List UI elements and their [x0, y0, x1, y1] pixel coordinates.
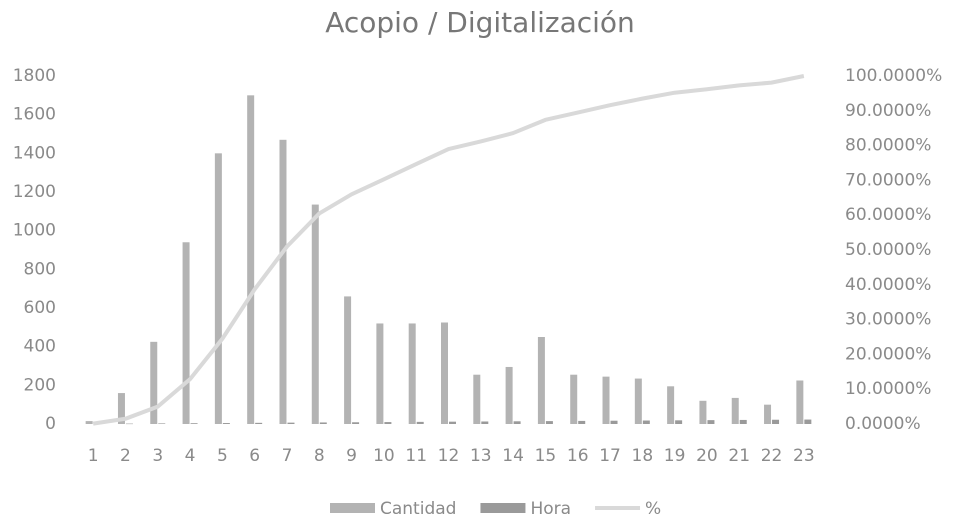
- x-tick-label: 7: [282, 446, 293, 466]
- y-tick-label: 600: [24, 298, 56, 318]
- bar: [602, 376, 610, 424]
- x-tick-label: 22: [761, 446, 783, 466]
- bar: [287, 422, 295, 424]
- x-tick-label: 16: [567, 446, 589, 466]
- x-tick-label: 10: [373, 446, 395, 466]
- y-tick-label: 0: [45, 414, 56, 434]
- bar: [537, 337, 545, 424]
- x-tick-label: 21: [728, 446, 750, 466]
- bar: [731, 397, 739, 424]
- y2-tick-label: 70.0000%: [845, 170, 931, 190]
- bar: [796, 380, 804, 424]
- bar: [505, 366, 513, 424]
- y2-tick-label: 90.0000%: [845, 101, 931, 121]
- x-tick-label: 8: [314, 446, 325, 466]
- x-tick-label: 2: [120, 446, 131, 466]
- x-tick-label: 5: [217, 446, 228, 466]
- x-tick-label: 20: [696, 446, 718, 466]
- x-tick-label: 14: [502, 446, 524, 466]
- bar: [699, 400, 707, 424]
- bar: [158, 423, 166, 424]
- x-tick-label: 19: [664, 446, 686, 466]
- bar: [772, 419, 780, 424]
- y2-tick-label: 50.0000%: [845, 240, 931, 260]
- bar: [352, 422, 360, 424]
- y2-tick-label: 60.0000%: [845, 205, 931, 225]
- bar: [764, 404, 772, 424]
- bar: [473, 374, 481, 424]
- legend-swatch: [330, 503, 375, 513]
- bar: [545, 421, 553, 424]
- y2-tick-label: 30.0000%: [845, 310, 931, 330]
- y2-tick-label: 40.0000%: [845, 275, 931, 295]
- bar: [408, 323, 416, 424]
- bar: [675, 420, 683, 424]
- x-tick-label: 11: [405, 446, 427, 466]
- bar: [247, 95, 255, 424]
- bar: [279, 139, 287, 425]
- y-tick-label: 200: [24, 375, 56, 395]
- y-tick-label: 1400: [13, 143, 56, 163]
- bar: [117, 393, 125, 424]
- bar: [85, 421, 93, 424]
- x-tick-label: 9: [346, 446, 357, 466]
- y-tick-label: 1800: [13, 66, 56, 86]
- legend-swatch: [480, 503, 526, 513]
- y2-tick-label: 80.0000%: [845, 136, 931, 156]
- bar: [214, 153, 222, 425]
- x-tick-label: 3: [152, 446, 163, 466]
- x-tick-label: 15: [535, 446, 557, 466]
- bar: [642, 420, 650, 424]
- line: [92, 74, 805, 426]
- bar: [376, 323, 384, 424]
- x-tick-label: 23: [793, 446, 815, 466]
- bar: [311, 204, 319, 424]
- bar: [441, 322, 448, 424]
- bar: [513, 421, 521, 424]
- bar: [804, 419, 812, 424]
- y2-tick-label: 10.0000%: [845, 379, 931, 399]
- y-tick-label: 1200: [13, 182, 56, 202]
- chart-title: Acopio / Digitalización: [325, 6, 635, 39]
- y-tick-label: 400: [24, 337, 56, 357]
- y-tick-label: 800: [24, 259, 56, 279]
- bar: [182, 242, 190, 424]
- bar: [570, 374, 578, 424]
- bar: [344, 296, 352, 424]
- x-tick-label: 12: [438, 446, 460, 466]
- legend-label: Cantidad: [380, 499, 456, 519]
- x-tick-label: 1: [88, 446, 99, 466]
- bar: [449, 421, 456, 424]
- legend-label: Hora: [530, 499, 571, 519]
- bar: [610, 420, 618, 424]
- bar: [634, 378, 642, 424]
- bar: [707, 420, 715, 424]
- bar: [739, 419, 747, 424]
- x-tick-label: 13: [470, 446, 492, 466]
- bar: [125, 423, 133, 425]
- y2-tick-label: 100.0000%: [845, 66, 942, 86]
- bar: [667, 386, 675, 424]
- bar: [578, 420, 586, 424]
- y-tick-label: 1600: [13, 105, 56, 125]
- legend-label: %: [645, 499, 661, 519]
- y-tick-label: 1000: [13, 221, 56, 241]
- bar: [481, 421, 489, 424]
- bar: [255, 422, 263, 424]
- y2-tick-label: 20.0000%: [845, 344, 931, 364]
- bar: [222, 423, 230, 424]
- x-tick-label: 18: [632, 446, 654, 466]
- x-tick-label: 17: [599, 446, 621, 466]
- y2-tick-label: 0.0000%: [845, 414, 921, 434]
- x-tick-label: 6: [249, 446, 260, 466]
- x-tick-label: 4: [185, 446, 196, 466]
- bar: [319, 422, 327, 424]
- bar: [150, 341, 158, 424]
- bar: [190, 423, 198, 424]
- bar: [416, 421, 424, 424]
- bar: [384, 422, 392, 424]
